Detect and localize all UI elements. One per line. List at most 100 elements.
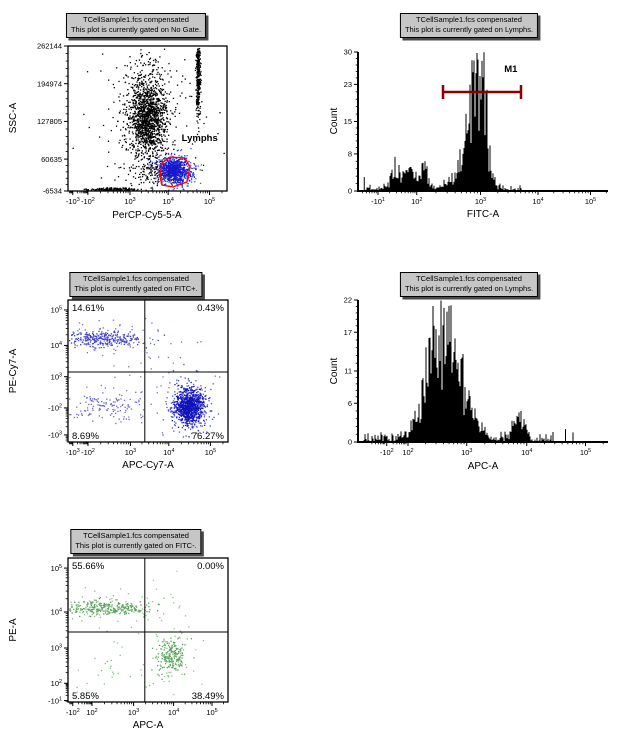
header-sample-line: TCellSample1.fcs compensated <box>83 15 189 24</box>
y-tick-label: 102 <box>51 679 62 688</box>
scatter-plot-ssc-vs-percp[interactable]: -103 -102 103 104 105 262144 194974 127805 60635… <box>0 40 300 235</box>
y-axis-label: PE-Cy7-A <box>8 348 19 393</box>
y-tick-label: 6 <box>348 399 352 408</box>
x-tick-label: 104 <box>532 197 543 206</box>
x-axis-label: APC-Cy7-A <box>122 460 174 471</box>
x-tick-label: -103 <box>66 448 80 457</box>
x-axis-label: FITC-A <box>467 209 500 220</box>
x-tick-label: 103 <box>128 708 139 717</box>
y-tick-label: 60635 <box>41 155 62 164</box>
y-tick-label: 103 <box>51 644 62 653</box>
header-sample-line: TCellSample1.fcs compensated <box>416 274 522 283</box>
quadrant-pct-bottom-left: 8.69% <box>72 431 99 442</box>
y-tick-label: 0 <box>348 438 352 447</box>
x-tick-label: 105 <box>206 708 217 717</box>
gate-polygon[interactable] <box>159 156 191 188</box>
axes: -103 -102 103 104 105 262144 194974 127805 60635… <box>37 42 228 206</box>
y-tick-label: 15 <box>344 117 352 126</box>
plot-header-lymphs-fitc[interactable]: TCellSample1.fcs compensated This plot i… <box>399 13 539 38</box>
x-tick-label: -102 <box>81 197 95 206</box>
y-axis-label: PE-A <box>8 618 19 642</box>
y-tick-label: 0 <box>348 187 352 196</box>
y-tick-label: 104 <box>51 608 62 617</box>
quadrant-pct-bottom-left: 5.85% <box>72 691 99 702</box>
y-tick-label: -102 <box>48 404 62 413</box>
x-tick-label: 105 <box>580 448 591 457</box>
x-tick-label: -101 <box>371 197 385 206</box>
y-tick-label: 17 <box>344 328 352 337</box>
y-tick-label: 262144 <box>37 42 62 51</box>
x-tick-label: 105 <box>205 448 216 457</box>
plot-header-lymphs-apc[interactable]: TCellSample1.fcs compensated This plot i… <box>399 272 539 297</box>
y-tick-label: -6534 <box>43 187 62 196</box>
x-tick-label: 105 <box>585 197 596 206</box>
header-sample-line: TCellSample1.fcs compensated <box>416 15 522 24</box>
header-gate-line: This plot is currently gated on No Gate. <box>70 25 202 34</box>
plot-header-fitc-pos[interactable]: TCellSample1.fcs compensated This plot i… <box>69 272 203 297</box>
x-tick-label: 104 <box>168 708 179 717</box>
x-tick-label: 102 <box>402 448 413 457</box>
header-gate-line: This plot is currently gated on FITC+. <box>74 284 198 293</box>
gate-label[interactable]: Lymphs <box>182 133 218 144</box>
axis-lines <box>357 300 608 443</box>
x-tick-label: 105 <box>204 197 215 206</box>
axes: -101 102 103 104 105 30 23 15 8 0 <box>344 48 608 206</box>
quadrant-plot-pe-vs-apc[interactable]: -102 102 103 104 105 105 104 103 102 -101 APC-A PE-… <box>0 552 300 747</box>
y-tick-label: 105 <box>51 564 62 573</box>
y-tick-label: 8 <box>348 150 352 159</box>
plot-frame <box>67 299 229 443</box>
y-tick-label: 104 <box>51 341 62 350</box>
x-tick-label: 104 <box>162 197 173 206</box>
x-tick-label: 104 <box>163 448 174 457</box>
x-tick-label: 102 <box>411 197 422 206</box>
y-tick-label: 23 <box>344 80 352 89</box>
x-tick-label: 102 <box>86 708 97 717</box>
plot-frame <box>67 557 229 703</box>
y-axis-label: Count <box>329 107 340 134</box>
plot-header-fitc-neg[interactable]: TCellSample1.fcs compensated This plot i… <box>70 529 202 554</box>
y-axis-label: Count <box>329 357 340 384</box>
plot-frame <box>67 45 228 192</box>
quadrant-gate[interactable] <box>68 558 228 702</box>
lymphs-gate[interactable]: Lymphs <box>159 133 218 188</box>
x-tick-label: -102 <box>380 448 394 457</box>
x-tick-label: -102 <box>66 708 80 717</box>
scatter-dots <box>69 570 218 701</box>
x-tick-label: 103 <box>461 448 472 457</box>
y-tick-label: 194974 <box>37 79 62 88</box>
quadrant-pct-top-left: 55.66% <box>72 561 105 572</box>
y-tick-label: 105 <box>51 306 62 315</box>
y-tick-label: 30 <box>344 48 352 57</box>
x-tick-label: -102 <box>81 448 95 457</box>
quadrant-pct-top-right: 0.00% <box>197 561 224 572</box>
histogram-plot-apc[interactable]: -102 102 103 104 105 22 17 11 6 0 APC-A Count <box>320 294 626 484</box>
quadrant-gate[interactable] <box>68 300 228 442</box>
m1-marker[interactable]: M1 <box>441 64 523 100</box>
y-tick-label: -101 <box>48 696 62 705</box>
header-gate-line: This plot is currently gated on FITC-. <box>75 541 197 550</box>
x-axis-label: APC-A <box>133 720 164 731</box>
histogram-trace <box>363 300 574 442</box>
header-gate-line: This plot is currently gated on Lymphs. <box>404 284 534 293</box>
scatter-dots <box>68 317 221 438</box>
y-tick-label: 22 <box>344 296 352 305</box>
histogram-plot-fitc[interactable]: -101 102 103 104 105 30 23 15 8 0 FITC-A Count M1 <box>320 40 626 235</box>
marker-label[interactable]: M1 <box>504 64 518 75</box>
x-tick-label: 104 <box>521 448 532 457</box>
y-tick-label: 127805 <box>37 117 62 126</box>
plot-header-no-gate[interactable]: TCellSample1.fcs compensated This plot i… <box>65 13 207 38</box>
x-tick-label: 103 <box>124 197 135 206</box>
header-sample-line: TCellSample1.fcs compensated <box>83 274 189 283</box>
quadrant-pct-bottom-right: 38.49% <box>192 691 225 702</box>
x-tick-label: 103 <box>125 448 136 457</box>
quadrant-pct-top-left: 14.61% <box>72 303 105 314</box>
x-tick-label: -103 <box>66 197 80 206</box>
quadrant-pct-top-right: 0.43% <box>197 303 224 314</box>
x-axis-label: PerCP-Cy5-5-A <box>112 210 182 221</box>
x-axis-label: APC-A <box>468 461 499 472</box>
y-tick-label: -103 <box>48 431 62 440</box>
y-tick-label: 103 <box>51 372 62 381</box>
axes: -102 102 103 104 105 105 104 103 102 -101 <box>48 557 229 717</box>
quadrant-plot-pecy7-vs-apccy7[interactable]: -103 -102 103 104 105105104103-102-103APC-Cy… <box>0 294 300 484</box>
